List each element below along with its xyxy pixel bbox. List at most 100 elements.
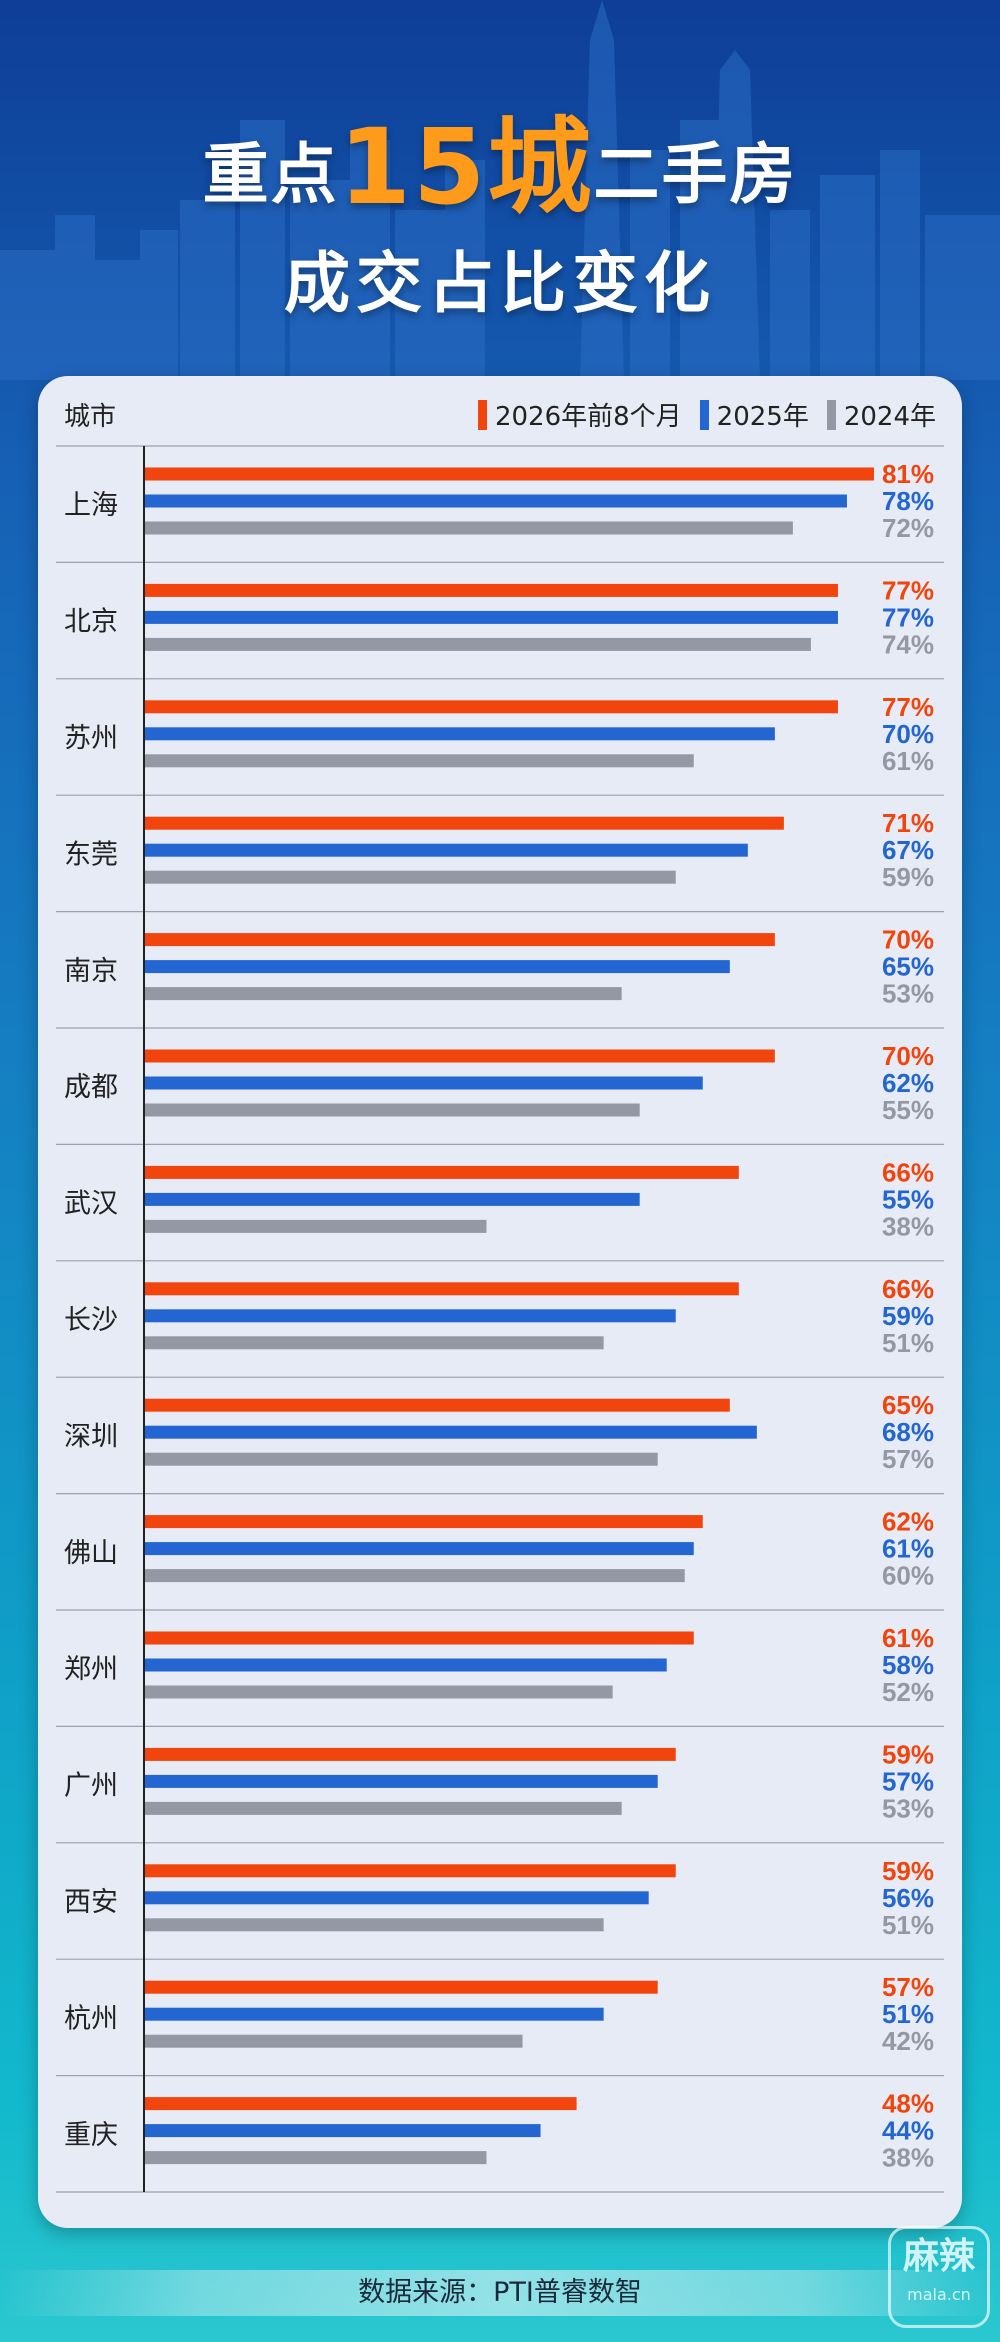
value-label-2024: 53% — [882, 1793, 934, 1823]
bar-2026 — [144, 1631, 694, 1645]
value-label-2026: 66% — [882, 1274, 934, 1304]
bar-2025 — [144, 1425, 757, 1439]
bar-2025 — [144, 960, 730, 974]
watermark-main: 麻辣 — [902, 2236, 975, 2277]
city-label: 杭州 — [64, 2003, 118, 2034]
bar-2024 — [144, 1336, 604, 1350]
bar-2024 — [144, 1801, 622, 1815]
city-label: 西安 — [64, 1887, 118, 1918]
value-label-2025: 55% — [882, 1184, 934, 1214]
city-label: 武汉 — [64, 1189, 118, 1220]
value-label-2024: 55% — [882, 1095, 934, 1125]
bar-2025 — [144, 727, 775, 741]
bar-2026 — [144, 1980, 658, 1994]
value-label-2024: 72% — [882, 513, 934, 543]
city-label: 郑州 — [64, 1654, 118, 1685]
bar-2025 — [144, 1658, 667, 1672]
bar-2026 — [144, 1049, 775, 1063]
bar-2024 — [144, 870, 676, 884]
value-label-2024: 52% — [882, 1677, 934, 1707]
value-label-2024: 38% — [882, 2143, 934, 2173]
city-label: 深圳 — [64, 1421, 118, 1452]
legend-swatch-2024 — [826, 399, 836, 430]
value-label-2025: 78% — [882, 486, 934, 516]
city-label: 重庆 — [64, 2120, 118, 2151]
bar-2025 — [144, 1542, 694, 1556]
bar-2026 — [144, 1864, 676, 1878]
bar-2026 — [144, 933, 775, 947]
value-label-2026: 70% — [882, 1041, 934, 1071]
bar-2024 — [144, 2151, 487, 2165]
title-suffix: 二手房 — [593, 136, 798, 213]
value-label-2026: 59% — [882, 1856, 934, 1886]
city-label: 上海 — [64, 490, 118, 521]
title-highlight: 15城 — [338, 106, 594, 228]
title-prefix: 重点 — [202, 136, 339, 213]
value-label-2026: 66% — [882, 1157, 934, 1187]
legend-item-2026: 2026年前8个月 — [477, 396, 682, 433]
legend-item-2024: 2024年 — [826, 396, 936, 433]
bar-2025 — [144, 1774, 658, 1788]
city-label: 广州 — [64, 1771, 118, 1802]
bar-2026 — [144, 467, 874, 481]
value-label-2025: 44% — [882, 2116, 934, 2146]
value-label-2024: 61% — [882, 746, 934, 776]
bar-2025 — [144, 1076, 703, 1090]
city-label: 成都 — [64, 1072, 118, 1103]
value-label-2025: 70% — [882, 719, 934, 749]
bar-2024 — [144, 754, 694, 768]
bar-2026 — [144, 1282, 739, 1296]
bar-2025 — [144, 1309, 676, 1323]
value-label-2026: 62% — [882, 1507, 934, 1537]
skyline-background — [0, 0, 1000, 380]
value-label-2025: 59% — [882, 1301, 934, 1331]
bar-2026 — [144, 1165, 739, 1179]
city-column-header: 城市 — [64, 402, 117, 432]
watermark-sub: mala.cn — [907, 2285, 971, 2304]
city-label: 长沙 — [64, 1305, 118, 1336]
bar-2026 — [144, 1747, 676, 1761]
legend-swatch-2026 — [477, 399, 487, 430]
value-label-2024: 42% — [882, 2026, 934, 2056]
value-label-2026: 77% — [882, 575, 934, 605]
value-label-2024: 51% — [882, 1910, 934, 1940]
value-label-2025: 57% — [882, 1766, 934, 1796]
bar-2024 — [144, 637, 811, 651]
bar-2024 — [144, 1918, 604, 1932]
title-block: 重点15城二手房 成交占比变化 — [0, 115, 1000, 334]
bar-2026 — [144, 1515, 703, 1529]
value-label-2024: 59% — [882, 862, 934, 892]
chart-title-line2: 成交占比变化 — [284, 245, 716, 322]
value-label-2024: 51% — [882, 1328, 934, 1358]
value-label-2024: 60% — [882, 1561, 934, 1591]
city-label: 北京 — [64, 607, 118, 638]
bar-2024 — [144, 2034, 523, 2048]
bar-2025 — [144, 610, 838, 624]
value-label-2026: 48% — [882, 2089, 934, 2119]
bar-chart: 上海81%78%72%北京77%77%74%苏州77%70%61%东莞71%67… — [56, 445, 944, 2193]
value-label-2026: 59% — [882, 1739, 934, 1769]
bar-2024 — [144, 1685, 613, 1699]
value-label-2025: 77% — [882, 602, 934, 632]
bar-2026 — [144, 2097, 577, 2111]
bar-2025 — [144, 843, 748, 857]
data-source-footer: 数据来源：PTI普睿数智 — [0, 2270, 1000, 2316]
bar-2025 — [144, 1192, 640, 1206]
city-label: 东莞 — [64, 839, 118, 870]
bar-2024 — [144, 1103, 640, 1117]
legend-swatch-2025 — [699, 399, 709, 430]
value-label-2025: 56% — [882, 1883, 934, 1913]
city-label: 苏州 — [64, 723, 118, 754]
bar-2026 — [144, 583, 838, 597]
value-label-2025: 65% — [882, 952, 934, 982]
bar-2026 — [144, 700, 838, 714]
value-label-2024: 53% — [882, 979, 934, 1009]
value-label-2026: 57% — [882, 1972, 934, 2002]
value-label-2026: 77% — [882, 692, 934, 722]
value-label-2026: 70% — [882, 925, 934, 955]
city-label: 佛山 — [64, 1538, 118, 1569]
value-label-2026: 71% — [882, 808, 934, 838]
bar-2025 — [144, 494, 847, 508]
bar-2026 — [144, 1398, 730, 1412]
bar-2025 — [144, 2124, 541, 2138]
